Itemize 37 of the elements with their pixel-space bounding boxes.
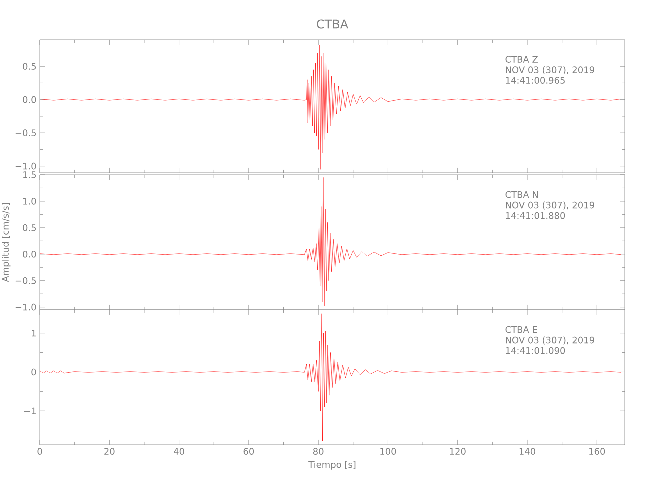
x-tick-label: 140 (520, 448, 536, 455)
annotation: NOV 03 (307), 2019 (506, 66, 594, 75)
x-tick-label: 60 (244, 448, 254, 455)
annotation: CTBA E (506, 326, 538, 334)
y-tick-label: −0.5 (16, 130, 36, 136)
line-series (40, 45, 622, 170)
annotation: NOV 03 (307), 2019 (506, 336, 594, 345)
y-tick-label: 0.0 (23, 96, 36, 104)
x-tick-label: 120 (450, 448, 466, 455)
y-tick-label: 0 (32, 368, 36, 376)
annotation: 14:41:01.880 (506, 212, 566, 220)
y-tick-label: 1 (32, 330, 36, 337)
y-tick-label: −1.0 (16, 304, 36, 311)
y-tick-label: 0.5 (23, 63, 36, 70)
chart-title: CTBA (317, 20, 348, 29)
line-series (40, 177, 622, 306)
y-tick-label: −1.0 (16, 162, 36, 170)
x-tick-label: 0 (38, 448, 42, 455)
y-tick-label: −1 (24, 408, 36, 414)
y-tick-label: 0.5 (23, 224, 36, 232)
annotation: CTBA N (506, 191, 538, 198)
y-tick-label: 0.0 (23, 250, 36, 258)
annotation: NOV 03 (307), 2019 (506, 202, 594, 210)
x-axis-title: Tiempo [s] (308, 461, 356, 470)
y-tick-label: −0.5 (16, 277, 36, 284)
y-axis-title: Amplitud [cm/s/s] (2, 203, 11, 282)
annotation: CTBA Z (506, 56, 538, 63)
x-tick-label: 20 (104, 448, 115, 455)
x-tick-label: 100 (380, 448, 396, 455)
y-tick-label: 1.0 (23, 198, 36, 205)
x-tick-label: 80 (313, 448, 324, 455)
annotation: 14:41:00.965 (506, 77, 565, 84)
y-tick-label: 1.5 (23, 172, 36, 178)
x-tick-label: 160 (590, 448, 606, 455)
line-series (40, 314, 622, 442)
x-tick-label: 40 (174, 448, 184, 455)
annotation: 14:41:01.090 (506, 347, 566, 354)
